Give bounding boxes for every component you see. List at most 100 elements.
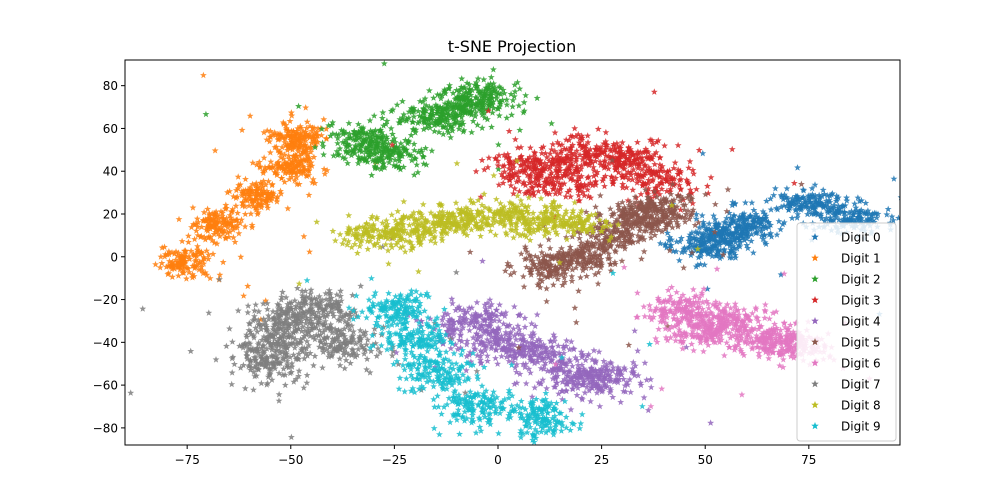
data-point [611,161,619,169]
data-point [730,309,738,316]
data-point [587,232,595,240]
data-point [250,190,258,197]
data-point [592,367,599,374]
data-point [356,147,364,154]
data-point [780,270,788,277]
data-point [548,343,556,350]
data-point [775,348,783,355]
data-point [443,104,451,111]
data-point [472,167,480,175]
data-point [725,320,732,327]
data-point [688,323,696,330]
data-point [813,209,820,216]
data-point [588,356,596,363]
data-point [711,241,719,248]
data-point [777,350,785,358]
data-point [289,146,296,153]
data-point [691,236,699,244]
data-point [238,126,246,133]
data-point [696,239,704,246]
data-point [750,213,758,221]
data-point [238,191,246,199]
data-point [652,220,660,227]
data-point [191,257,199,265]
data-point [626,218,634,226]
data-point [278,143,286,151]
data-point [329,130,337,137]
data-point [634,238,642,245]
data-point [664,336,671,344]
data-point [539,261,547,268]
data-point [693,210,700,218]
data-point [416,118,423,125]
data-point [351,145,359,152]
data-point [673,288,681,296]
data-point [534,358,542,366]
data-point [582,356,589,364]
data-point [550,331,558,338]
data-point [657,318,664,325]
data-point [824,203,831,210]
data-point [447,102,455,110]
data-point [698,291,706,298]
data-point [874,210,882,217]
data-point [336,355,344,362]
data-point [720,218,728,226]
data-point [652,226,660,233]
data-point [647,375,655,383]
data-point [615,206,623,214]
data-point [226,187,233,195]
data-point [214,211,222,219]
data-point [457,109,465,116]
data-point [827,217,834,224]
data-point [629,151,636,159]
data-point [583,272,591,280]
data-point [576,234,583,242]
data-point [306,248,313,255]
data-point [726,250,734,257]
data-point [547,162,554,169]
data-point [717,227,725,235]
data-point [200,253,208,261]
data-point [546,349,553,356]
data-point [618,163,626,170]
data-point [638,213,646,221]
data-point [718,323,726,331]
data-point [343,349,350,356]
data-point [595,231,603,238]
data-point [516,330,524,338]
data-point [237,253,245,260]
data-point [275,158,282,166]
data-point [645,202,653,209]
data-point [772,185,779,192]
data-point [624,168,632,176]
data-point [718,315,726,323]
data-point [510,325,517,332]
data-point [476,88,484,95]
data-point [215,226,223,233]
data-point [501,168,508,175]
data-point [593,168,601,176]
data-point [271,169,279,176]
data-point [478,87,486,94]
data-point [572,264,580,271]
data-point [293,173,300,181]
data-point [592,357,600,364]
data-point [633,179,641,186]
data-point [246,186,254,194]
data-point [652,207,660,214]
data-point [555,158,563,165]
data-point [232,202,240,209]
data-point [481,114,489,121]
data-point [305,191,313,198]
data-point [737,238,744,246]
data-point [399,116,407,124]
data-point [537,259,545,267]
data-point [537,169,545,176]
data-point [723,329,730,336]
data-point [749,344,757,351]
data-point [417,146,425,153]
data-point [731,200,739,208]
data-point [588,364,596,371]
data-point [410,140,418,147]
